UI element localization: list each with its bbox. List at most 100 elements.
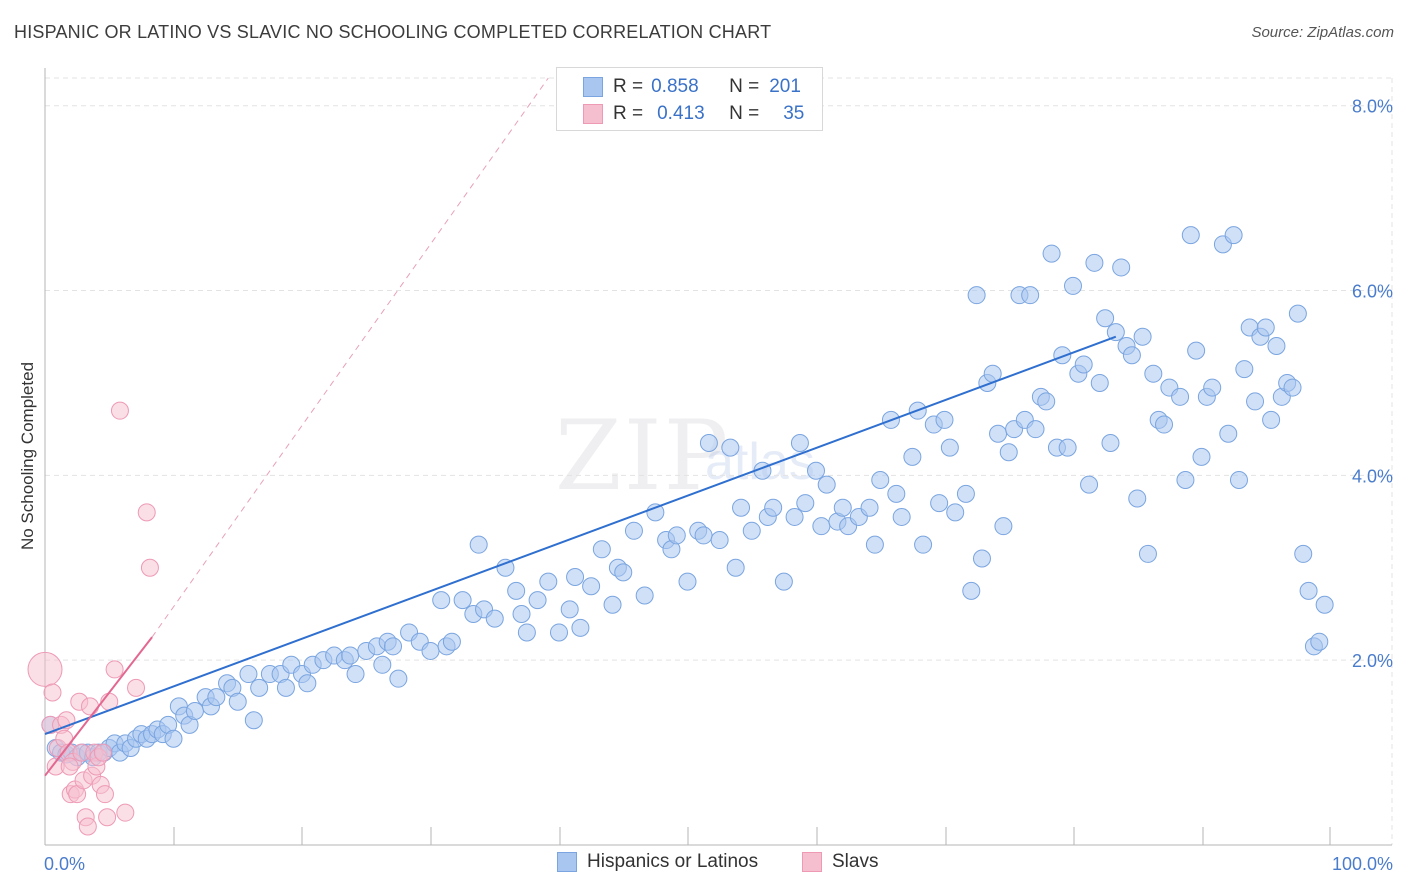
trend-line-slavs-extrapolated [151,77,549,638]
data-point-hispanic [1053,346,1072,365]
data-point-hispanic [421,641,440,660]
data-point-hispanic [935,410,954,429]
legend-label-hispanics: Hispanics or Latinos [587,851,759,872]
y-tick-label: 6.0% [1352,282,1393,302]
bottom-legend-hispanics[interactable]: Hispanics or Latinos [557,851,758,873]
data-point-hispanic [1133,327,1152,346]
data-point-hispanic [930,494,949,513]
data-point-hispanic [1128,489,1147,508]
data-point-hispanic [699,434,718,453]
data-point-hispanic [1192,447,1211,466]
data-point-hispanic [807,461,825,480]
legend-r-value: 0.858 [651,76,699,97]
data-point-hispanic [785,507,804,526]
data-point-hispanic [1064,276,1082,295]
legend-row-hispanics: R = 0.858 N = 201 [583,74,801,100]
data-point-hispanic [1101,434,1120,453]
data-point-hispanic [592,540,611,559]
data-point-hispanic [528,591,547,610]
legend-swatch-pink [802,852,822,872]
series-hispanics-points [41,226,1334,767]
data-point-hispanic [1074,355,1093,374]
data-point-hispanic [812,517,831,536]
data-point-slav [140,558,159,577]
data-point-hispanic [694,526,713,545]
data-point-hispanic [796,494,815,513]
y-axis-title: No Schooling Completed [18,362,37,550]
data-point-hispanic [164,729,183,748]
data-point-hispanic [999,443,1018,462]
data-point-hispanic [1176,470,1195,489]
legend-swatch-pink [583,104,603,124]
data-point-hispanic [710,531,729,550]
legend-n-label: N = [729,76,760,97]
data-point-hispanic [1155,415,1174,434]
data-point-slav [27,651,63,687]
x-tick-label-max: 100.0% [1332,854,1393,874]
trend-line-slavs [44,636,153,777]
data-point-hispanic [1171,387,1190,406]
legend-r-value: 0.413 [657,103,705,124]
data-point-hispanic [940,438,959,457]
data-point-hispanic [1112,258,1131,277]
data-point-hispanic [603,595,622,614]
data-point-hispanic [678,572,697,591]
legend-n-value: 201 [769,76,801,97]
data-point-hispanic [1187,341,1206,360]
data-point-hispanic [721,438,740,457]
data-point-hispanic [946,503,965,522]
data-point-hispanic [582,577,601,596]
watermark-text: ZIP [555,400,731,512]
data-point-slav [80,697,99,716]
data-point-hispanic [1315,595,1334,614]
data-point-hispanic [989,424,1008,443]
trend-line-hispanics [44,335,1117,736]
legend-label-slavs: Slavs [832,851,879,872]
data-point-hispanic [341,646,360,665]
data-point-hispanic [496,558,515,577]
series-slavs-points [27,401,159,836]
data-point-hispanic [817,475,836,494]
data-point-slav [137,503,156,522]
data-point-hispanic [1138,544,1157,563]
data-point-hispanic [1224,226,1243,245]
data-point-hispanic [1299,581,1318,600]
data-point-slav [105,660,124,679]
data-point-hispanic [1042,244,1061,263]
data-point-hispanic [732,498,751,517]
data-point-hispanic [244,711,263,730]
data-point-hispanic [550,623,568,642]
data-point-hispanic [1144,364,1163,383]
y-tick-label: 2.0% [1352,651,1393,671]
data-point-slav [95,785,114,804]
axes [44,68,1392,846]
axis-labels: 2.0% 4.0% 6.0% 8.0% 0.0% 100.0% No Schooling C… [18,97,1393,874]
data-point-hispanic [1037,392,1056,411]
data-point-hispanic [646,503,665,522]
legend-swatch-blue [557,852,577,872]
data-point-hispanic [389,669,408,688]
data-point-hispanic [469,535,488,554]
data-point-hispanic [1090,373,1109,392]
bottom-legend-slavs[interactable]: Slavs [802,851,878,873]
data-point-hispanic [1229,470,1248,489]
data-point-slav [116,803,135,822]
data-point-hispanic [1219,424,1238,443]
data-point-hispanic [512,604,531,623]
data-point-hispanic [667,526,686,545]
data-point-hispanic [972,549,991,568]
grid-lines [45,77,1393,845]
source-label: Source: ZipAtlas.com [1251,24,1394,41]
data-point-hispanic [1310,632,1329,651]
data-point-hispanic [298,674,317,693]
y-tick-label: 8.0% [1352,97,1393,117]
data-point-hispanic [1058,438,1077,457]
data-point-hispanic [967,286,986,305]
data-point-hispanic [1288,304,1307,323]
data-point-hispanic [887,484,906,503]
data-point-hispanic [207,688,226,707]
x-tick-label-min: 0.0% [44,854,85,874]
data-point-hispanic [903,447,922,466]
data-point-slav [98,808,117,827]
legend-r-label: R = [613,103,644,124]
